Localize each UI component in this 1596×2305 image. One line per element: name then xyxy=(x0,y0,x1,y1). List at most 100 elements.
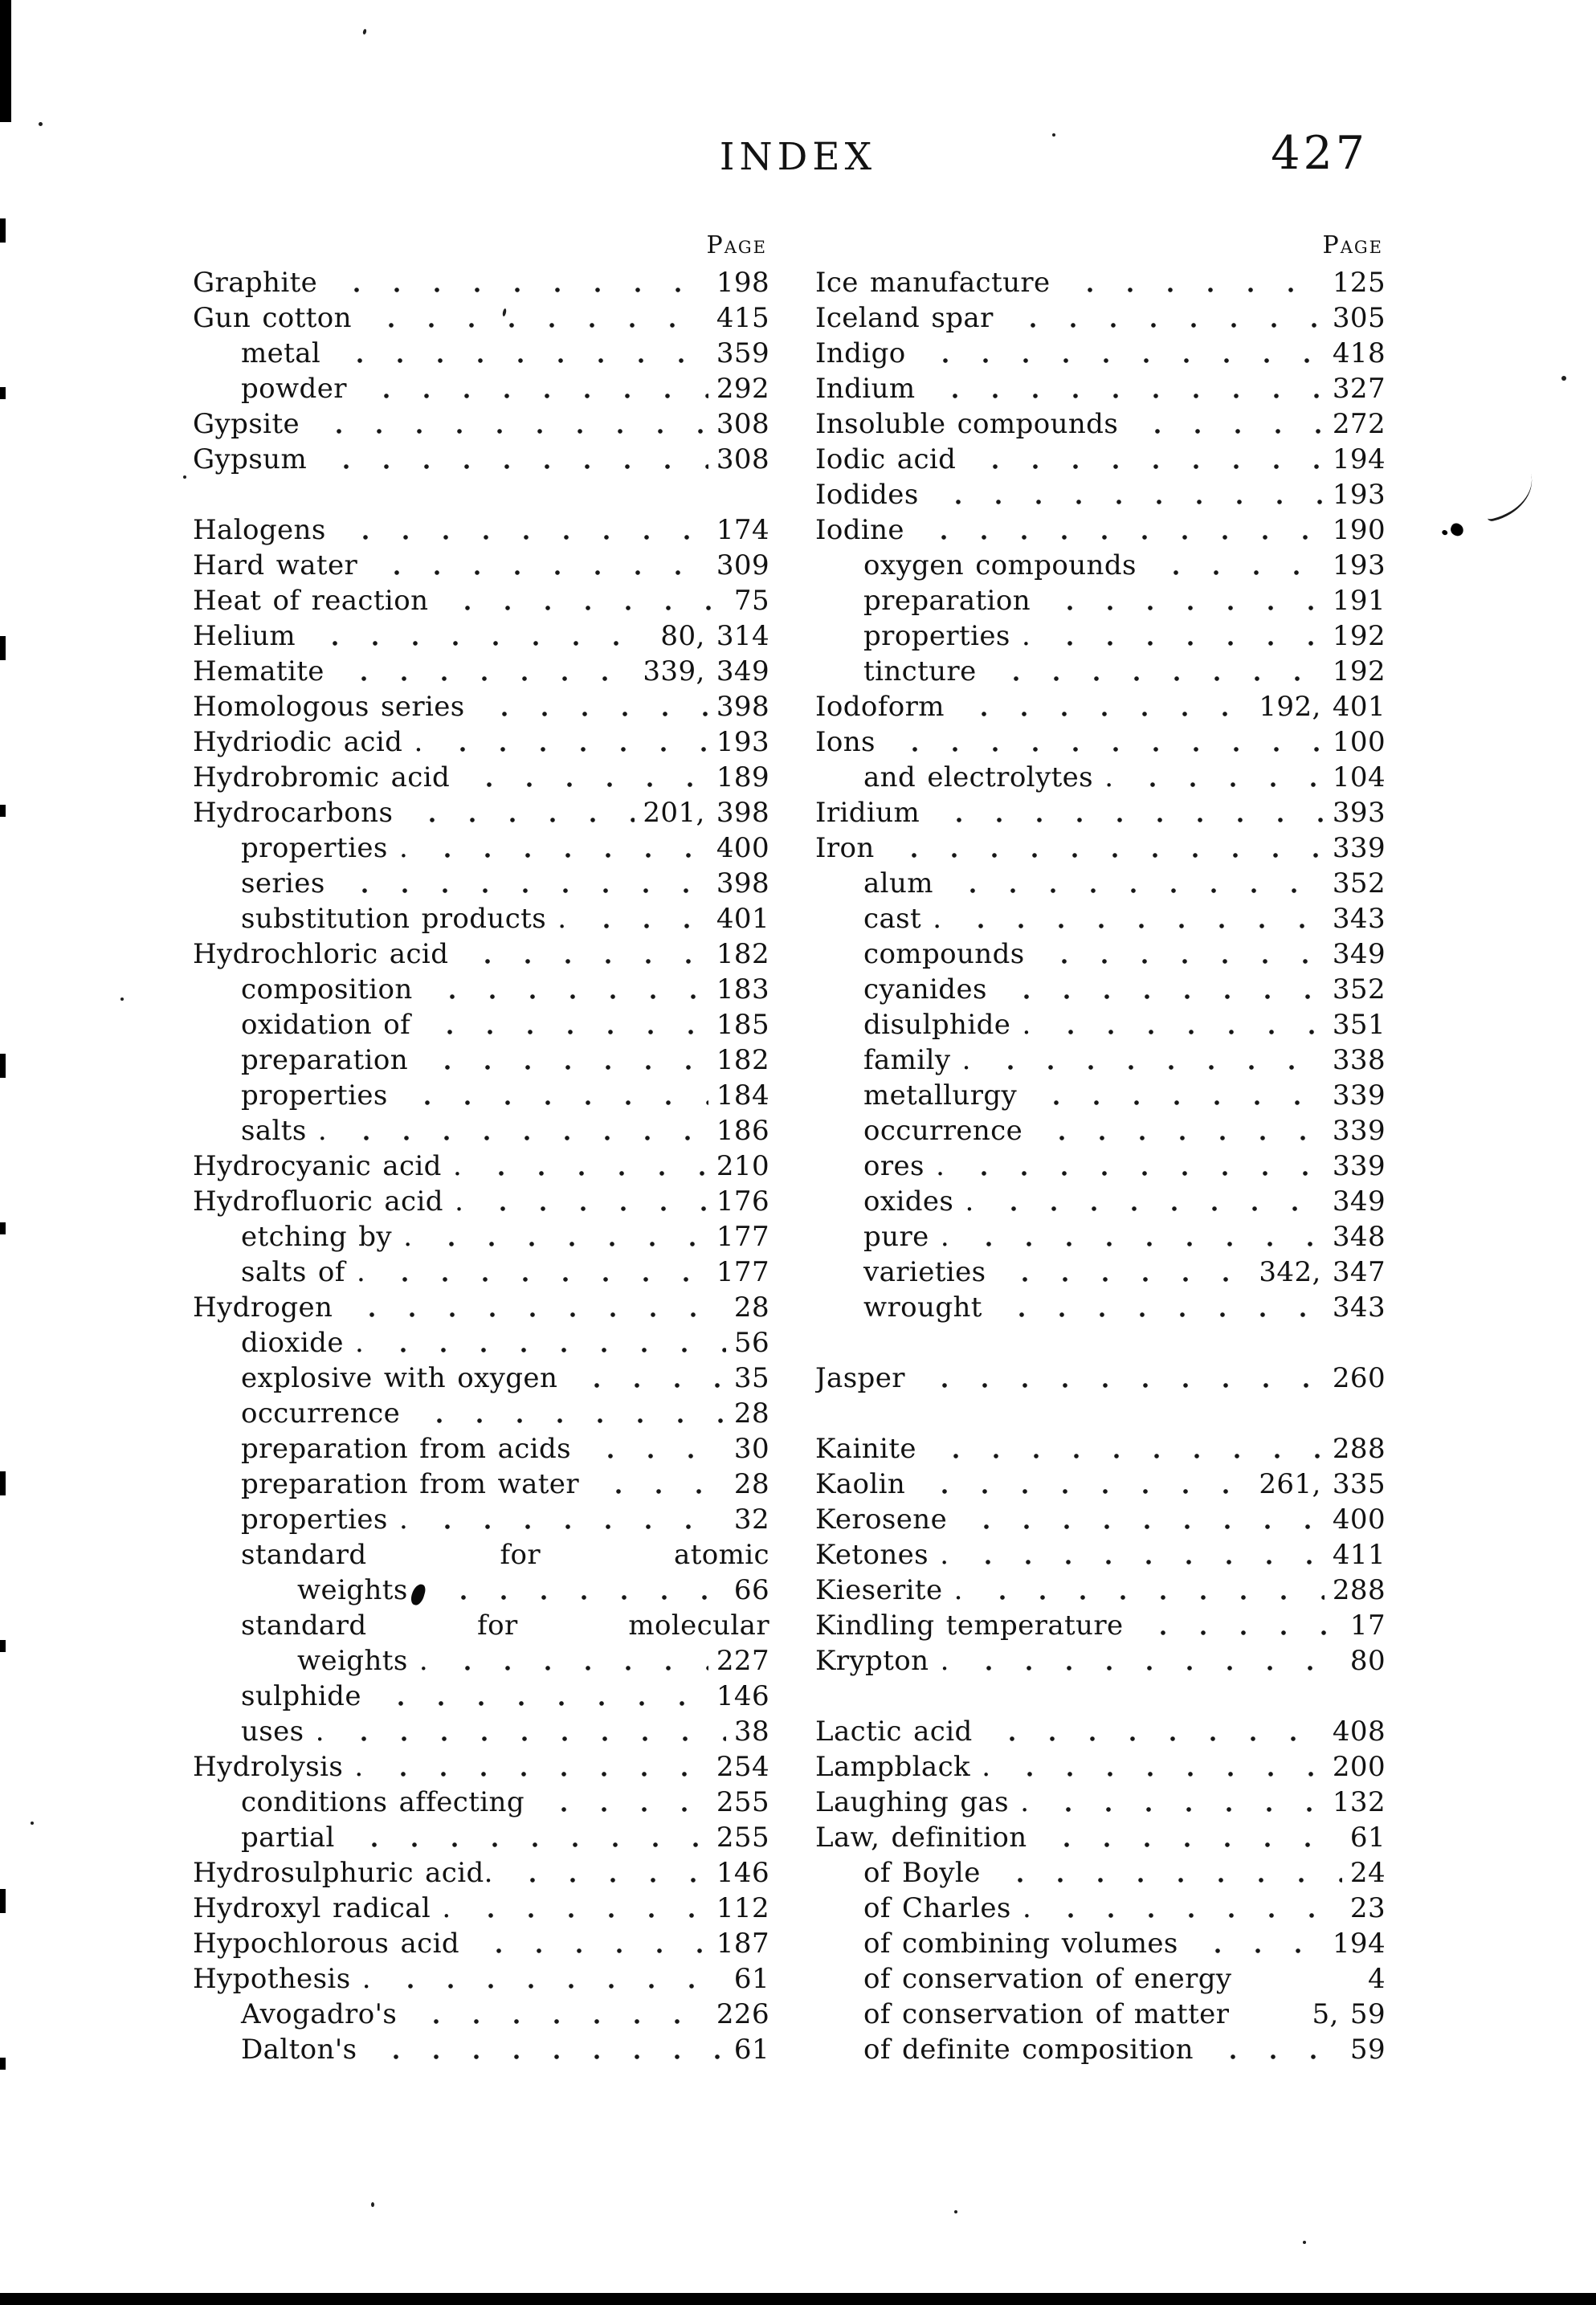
scan-speck xyxy=(1052,133,1055,137)
dot-leader xyxy=(505,1855,708,1891)
entry-page-number: 112 xyxy=(716,1892,769,1924)
entry-page-number: 192 xyxy=(1332,620,1386,652)
dot-leader xyxy=(463,760,708,795)
scan-speck xyxy=(31,1822,34,1825)
index-entry-label: Iceland spar xyxy=(815,302,994,334)
dot-leader xyxy=(986,1184,1325,1219)
dot-leader xyxy=(376,1749,708,1785)
dot-leader xyxy=(1037,936,1325,972)
index-entry-label: and electrolytes . xyxy=(863,761,1114,793)
index-entry-row: Iceland spar 305 xyxy=(815,300,1386,336)
index-entry-row: alum 352 xyxy=(815,866,1386,901)
dot-leader xyxy=(1043,1007,1325,1042)
index-entry-row: preparation 191 xyxy=(815,583,1386,618)
index-entry-row: of combining volumes 194 xyxy=(815,1926,1386,1961)
dot-leader xyxy=(1245,1961,1360,1997)
index-entry-row: Hydrocyanic acid . 210 xyxy=(193,1148,769,1184)
index-entry-label: salts . xyxy=(241,1115,328,1147)
index-entry-label: preparation from water xyxy=(241,1468,579,1500)
entry-page-number: 227 xyxy=(716,1645,769,1677)
index-entry-label: preparation xyxy=(863,585,1031,617)
index-entry-row: oxides . 349 xyxy=(815,1184,1386,1219)
dot-leader xyxy=(1149,548,1325,583)
index-entry-row: series 398 xyxy=(193,866,769,901)
entry-page-number: 80 xyxy=(1349,1645,1386,1677)
index-entry-label: standard for atomic xyxy=(241,1539,769,1571)
dot-leader xyxy=(312,406,708,442)
index-entry-row: Hydrogen 28 xyxy=(193,1290,769,1325)
entry-page-number: 339 xyxy=(1332,1079,1386,1112)
index-column-left: Page Graphite 198 Gun cotton 415 metal 359 pow… xyxy=(193,226,769,2067)
index-entry-row: Ketones . 411 xyxy=(815,1537,1386,1573)
dot-leader xyxy=(340,1113,708,1148)
dot-leader xyxy=(333,336,708,371)
entry-page-number: 146 xyxy=(716,1857,769,1889)
dot-leader xyxy=(933,795,1325,830)
index-entry-row: occurrence 28 xyxy=(193,1396,769,1431)
index-entry-label: Hydrocarbons xyxy=(193,797,394,829)
index-entry-label: tincture xyxy=(863,655,977,687)
entry-page-number: 185 xyxy=(716,1009,769,1041)
index-entry-row: Kainite 288 xyxy=(815,1431,1386,1467)
entry-page-number: 132 xyxy=(1332,1786,1386,1818)
index-entry-label: Hydrolysis . xyxy=(193,1751,364,1783)
dot-leader xyxy=(477,689,708,724)
dot-leader xyxy=(347,1820,708,1855)
index-entry-row: tincture 192 xyxy=(815,654,1386,689)
index-entry-row: powder 292 xyxy=(193,371,769,406)
dot-leader xyxy=(370,548,708,583)
index-entry-label: Helium xyxy=(193,620,296,652)
index-entry-label: Heat of reaction xyxy=(193,585,429,617)
dot-leader xyxy=(994,1290,1325,1325)
index-entry-row: Iodic acid 194 xyxy=(815,442,1386,477)
entry-page-number: 4 xyxy=(1367,1963,1386,1995)
index-entry-row: Hypothesis . 61 xyxy=(193,1961,769,1997)
entry-page-number: 35 xyxy=(733,1362,769,1394)
entry-page-number: 342, 347 xyxy=(1259,1256,1386,1288)
entry-page-number: 352 xyxy=(1332,867,1386,900)
entry-page-number: 210 xyxy=(716,1150,769,1182)
index-entry-row: standard for molecular xyxy=(193,1608,769,1643)
index-entry-label: of combining volumes xyxy=(863,1928,1178,1960)
index-entry-label: Gun cotton xyxy=(193,302,352,334)
dot-leader xyxy=(400,1078,708,1113)
dot-leader xyxy=(1043,618,1325,654)
entry-page-number: 400 xyxy=(716,832,769,864)
index-entry-row: cast . 343 xyxy=(815,901,1386,936)
index-entry-row: of conservation of matter 5, 59 xyxy=(815,1997,1386,2032)
dot-leader xyxy=(476,1184,708,1219)
index-entry-row: substitution products . 401 xyxy=(193,901,769,936)
index-entry-row: etching by . 177 xyxy=(193,1219,769,1254)
entry-page-number: 349 xyxy=(1332,1185,1386,1218)
entry-page-number: 5, 59 xyxy=(1312,1998,1386,2030)
index-entry-label: oxygen compounds xyxy=(863,549,1137,581)
entry-page-number: 104 xyxy=(1332,761,1386,793)
index-entry-row: salts . 186 xyxy=(193,1113,769,1148)
index-entry-row: Kerosene 400 xyxy=(815,1502,1386,1537)
index-entry-row: Hydrofluoric acid . 176 xyxy=(193,1184,769,1219)
index-entry-row: oxygen compounds 193 xyxy=(815,548,1386,583)
dot-leader xyxy=(583,1431,726,1467)
index-entry-label: conditions affecting xyxy=(241,1786,525,1818)
index-entry-row: oxidation of 185 xyxy=(193,1007,769,1042)
dot-leader xyxy=(989,654,1325,689)
entry-page-number: 339 xyxy=(1332,832,1386,864)
index-entry-label: Indium xyxy=(815,373,916,405)
index-entry-label: Hard water xyxy=(193,549,358,581)
entry-page-number: 198 xyxy=(716,267,769,299)
entry-page-number: 184 xyxy=(716,1079,769,1112)
entry-page-number: 80, 314 xyxy=(660,620,769,652)
index-entry-row: Halogens 174 xyxy=(193,512,769,548)
index-entry-label: preparation xyxy=(241,1044,409,1076)
entry-page-number: 288 xyxy=(1332,1574,1386,1606)
index-entry-label: Avogadro's xyxy=(241,1998,398,2030)
index-entry-label: occurrence xyxy=(241,1397,401,1430)
dot-leader xyxy=(918,336,1325,371)
index-entry-row: Dalton's 61 xyxy=(193,2032,769,2067)
entry-page-number: 398 xyxy=(716,691,769,723)
index-entry-row: Hydroxyl radical . 112 xyxy=(193,1891,769,1926)
index-entry-label: Halogens xyxy=(193,514,326,546)
dot-leader xyxy=(1126,760,1325,795)
dot-leader xyxy=(1039,1820,1342,1855)
dot-leader xyxy=(960,1502,1325,1537)
